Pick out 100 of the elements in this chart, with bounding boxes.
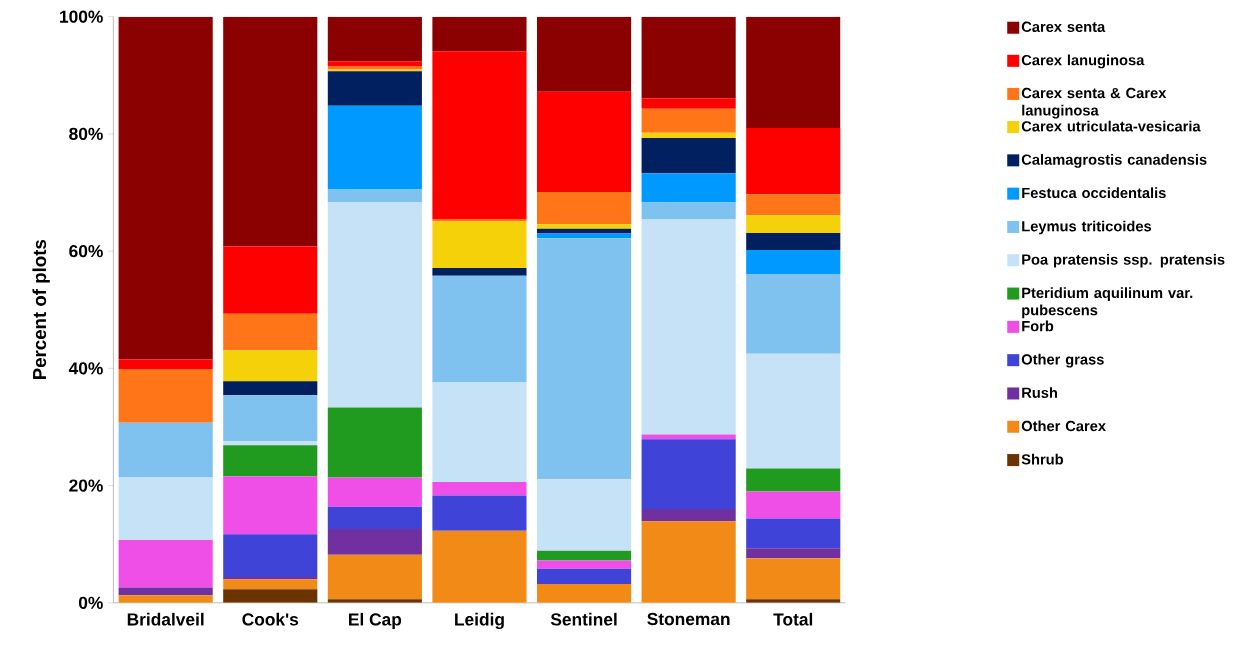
x-tick-label: Cook's [242,612,299,626]
bar [432,481,527,496]
legend-label: Carex utriculata-vesicaria [1021,120,1201,132]
legend-label: Festuca occidentalis [1022,187,1166,199]
bar [223,395,318,441]
bar [641,173,736,203]
bar [223,445,318,477]
y-tick-label: 20% [69,479,103,492]
bar [327,202,422,408]
bar [641,132,736,138]
legend-label: Rush [1022,387,1057,398]
bar [641,219,736,435]
bar [746,232,841,250]
bar [641,108,736,133]
bar [118,422,213,478]
bar [746,273,841,354]
legend-label: Other grass [1021,353,1104,368]
y-tick-label: 100% [60,10,103,23]
bar [223,579,318,590]
bar [641,137,736,174]
bar [746,548,841,559]
bar [327,407,422,478]
bar [118,359,213,369]
bar [746,468,841,492]
legend-label: Carex lanuginosa [1021,54,1145,69]
bar [432,275,527,383]
bar [536,16,632,92]
legend-label: Carex senta [1021,21,1106,32]
bar [223,589,318,603]
bar [536,91,632,192]
legend-label: Poa pratensis ssp. pratensis [1022,253,1225,268]
bar [432,16,527,52]
bar [327,16,422,62]
x-tick-label: Leidig [455,612,504,630]
legend-label: Pteridium aquilinum var. pubescens [1022,287,1193,319]
bar [327,71,422,106]
x-tick-label: Bridalveil [127,612,204,626]
bar [223,534,318,577]
bar [327,506,422,529]
bar [536,583,632,603]
y-axis-title: Percent of plots [32,239,50,379]
y-tick-label: 60% [69,244,103,258]
bar [118,595,213,603]
legend-label: Shrub [1021,453,1063,465]
bar [432,495,527,531]
bar [641,439,736,509]
legend-label: Leymus triticoides [1022,220,1152,235]
bar [641,508,736,522]
x-tick-label: Total [773,612,813,626]
bar [118,477,213,541]
bar [327,477,422,507]
legend-label: Calamagrostis canadensis [1021,153,1207,168]
bar [223,381,318,396]
x-tick-label: El Cap [349,612,402,629]
bar [746,518,841,549]
y-tick-label: 0% [78,596,103,609]
bar [746,194,841,216]
bar [746,558,841,600]
bar [223,350,318,382]
bar [223,440,318,446]
bar [641,16,736,99]
bar [641,98,736,109]
bar [432,51,527,219]
bar [223,476,318,535]
bar [118,368,213,423]
x-tick-label: Sentinel [550,612,617,626]
y-tick-label: 80% [69,127,103,140]
bar [432,530,527,603]
legend-label: Forb [1022,320,1054,332]
bar [327,189,422,203]
bar [746,353,841,469]
bar [746,127,841,195]
bar [327,61,422,66]
x-tick-label: Stoneman [647,612,730,626]
bar [641,202,736,220]
bar [118,16,213,360]
bar [746,16,841,128]
bar [223,246,318,314]
bar [536,238,632,480]
bar [118,587,213,596]
legend-label: Other Carex [1021,420,1106,432]
bar [327,105,422,190]
bar [432,268,527,276]
y-tick-label: 40% [68,362,103,375]
bar [641,521,736,603]
legend-label: Carex senta & Carex lanuginosa [1021,87,1167,119]
bar [118,540,213,588]
bar [746,249,841,274]
bar [536,560,632,569]
bar [432,382,527,482]
bar [746,491,841,519]
bar [536,479,632,551]
bar [536,550,632,561]
bar [432,221,527,269]
bar [223,16,318,247]
bar [223,313,318,351]
bar [327,528,422,555]
bar [536,191,632,225]
bar [536,568,632,584]
bar [746,215,841,233]
